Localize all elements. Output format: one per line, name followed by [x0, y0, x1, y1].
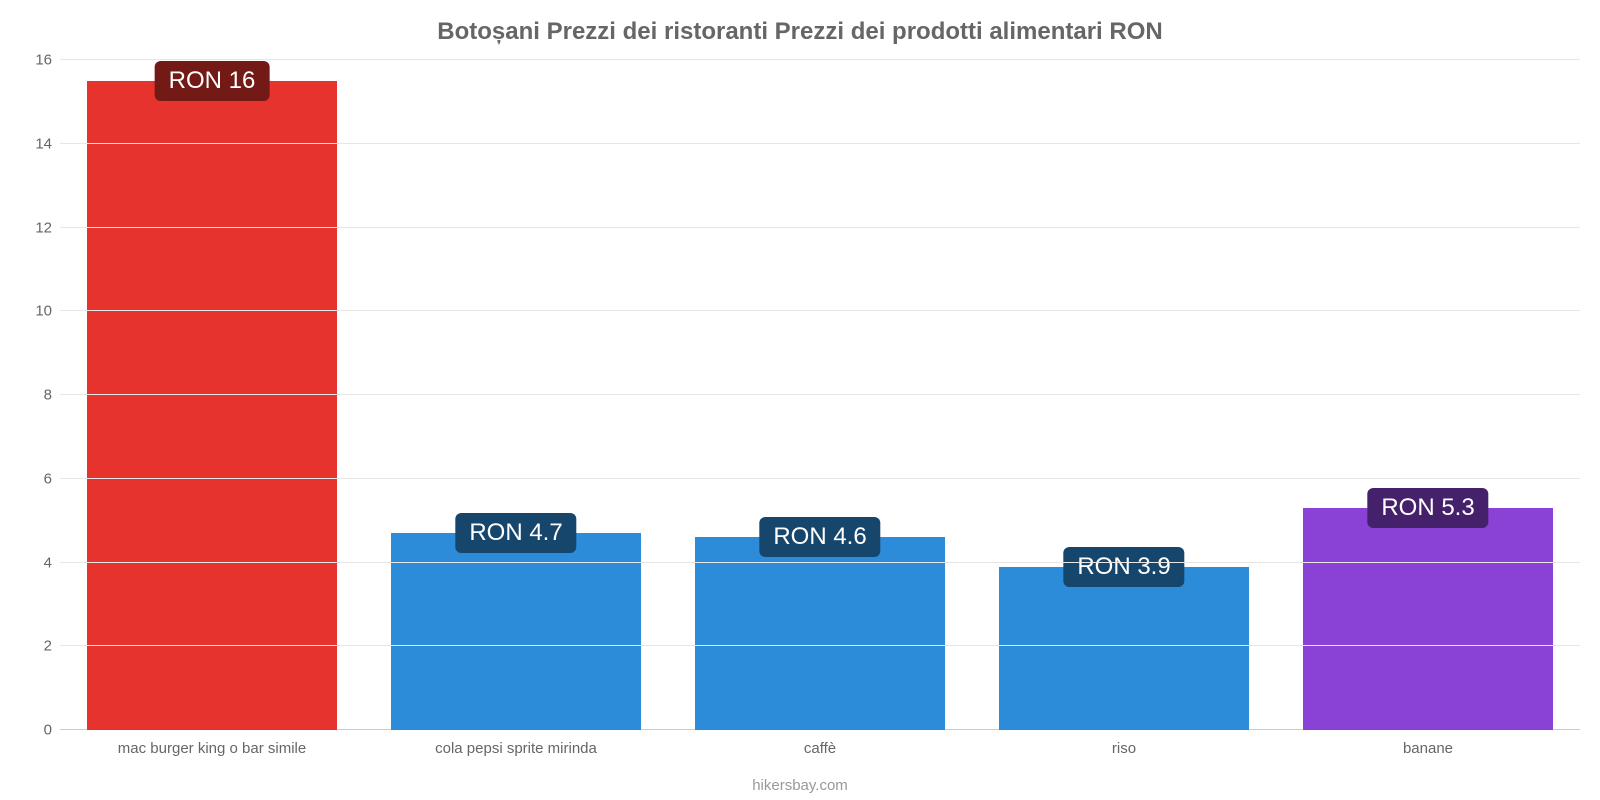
x-tick-label: riso	[1112, 740, 1136, 757]
y-tick-label: 14	[12, 135, 52, 152]
value-badge: RON 4.6	[759, 517, 880, 557]
y-tick-label: 16	[12, 52, 52, 69]
grid-line	[60, 59, 1580, 60]
bar	[87, 81, 336, 730]
price-bar-chart: Botoșani Prezzi dei ristoranti Prezzi de…	[0, 0, 1600, 800]
bar-slot: RON 3.9	[972, 60, 1276, 730]
bar	[391, 533, 640, 730]
grid-line	[60, 394, 1580, 395]
x-tick-label: cola pepsi sprite mirinda	[435, 740, 597, 757]
bars-container: RON 16 RON 4.7 RON 4.6 RON 3.9 RON 5.3	[60, 60, 1580, 730]
plot-area: RON 16 RON 4.7 RON 4.6 RON 3.9 RON 5.3	[60, 60, 1580, 730]
x-tick-label: caffè	[804, 740, 836, 757]
y-tick-label: 8	[12, 387, 52, 404]
bar-slot: RON 5.3	[1276, 60, 1580, 730]
chart-title: Botoșani Prezzi dei ristoranti Prezzi de…	[0, 18, 1600, 46]
grid-line	[60, 227, 1580, 228]
grid-line	[60, 143, 1580, 144]
value-badge: RON 16	[155, 61, 270, 101]
y-tick-label: 6	[12, 470, 52, 487]
y-tick-label: 12	[12, 219, 52, 236]
y-tick-label: 2	[12, 638, 52, 655]
bar	[695, 537, 944, 730]
bar	[999, 567, 1248, 730]
bar-slot: RON 4.6	[668, 60, 972, 730]
value-badge: RON 4.7	[455, 513, 576, 553]
bar-slot: RON 16	[60, 60, 364, 730]
value-badge: RON 3.9	[1063, 547, 1184, 587]
bar-slot: RON 4.7	[364, 60, 668, 730]
grid-line	[60, 478, 1580, 479]
x-tick-label: mac burger king o bar simile	[118, 740, 306, 757]
grid-line	[60, 310, 1580, 311]
y-tick-label: 0	[12, 722, 52, 739]
x-tick-label: banane	[1403, 740, 1453, 757]
bar	[1303, 508, 1552, 730]
grid-line	[60, 562, 1580, 563]
y-tick-label: 4	[12, 554, 52, 571]
y-tick-label: 10	[12, 303, 52, 320]
grid-line	[60, 645, 1580, 646]
value-badge: RON 5.3	[1367, 488, 1488, 528]
credits-label: hikersbay.com	[0, 777, 1600, 794]
